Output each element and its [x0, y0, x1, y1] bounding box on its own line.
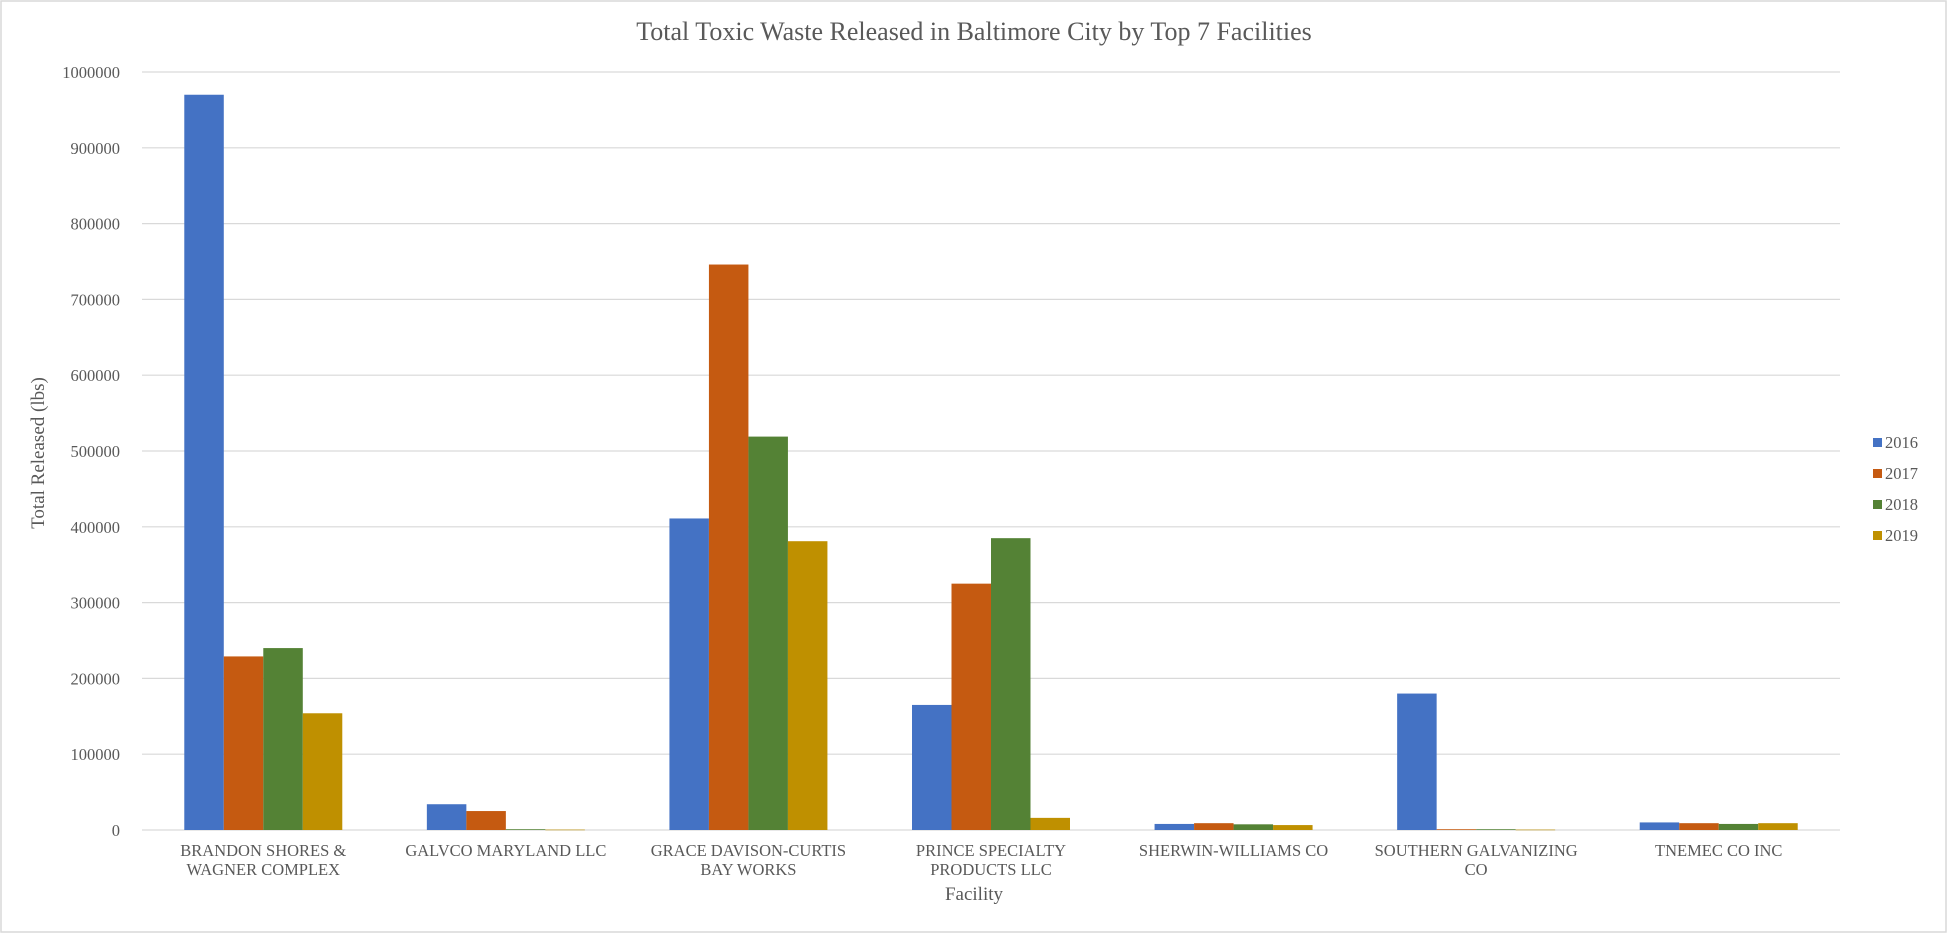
bar-2018-5 — [1476, 829, 1516, 830]
y-tick-label: 700000 — [71, 290, 121, 309]
x-category-line: SHERWIN-WILLIAMS CO — [1139, 841, 1328, 860]
bar-2017-2 — [708, 264, 749, 831]
y-tick-label: 300000 — [71, 594, 121, 613]
y-tick-label: 100000 — [71, 745, 121, 764]
bars — [184, 94, 1798, 831]
x-category-line: GALVCO MARYLAND LLC — [405, 841, 606, 860]
x-category-line: WAGNER COMPLEX — [187, 860, 341, 879]
x-category-label: PRINCE SPECIALTY PRODUCTS LLC — [916, 841, 1066, 879]
x-category-line: SOUTHERN GALVANIZING — [1375, 841, 1578, 860]
x-axis-categories: BRANDON SHORES & WAGNER COMPLEX GALVCO MAR… — [180, 841, 1782, 879]
bar-2019-3 — [1030, 817, 1070, 830]
x-category-line: GRACE DAVISON-CURTIS — [651, 841, 846, 860]
y-tick-label: 200000 — [71, 669, 121, 688]
x-category-label: GALVCO MARYLAND LLC — [405, 841, 606, 860]
bar-2019-4 — [1273, 825, 1313, 830]
y-tick-label: 500000 — [71, 442, 121, 461]
legend-swatch-2018 — [1873, 500, 1882, 509]
bar-2016-0 — [184, 94, 224, 831]
legend-swatch-2017 — [1873, 469, 1882, 478]
x-category-label: TNEMEC CO INC — [1655, 841, 1782, 860]
bar-2016-6 — [1639, 822, 1680, 830]
legend-swatch-2019 — [1873, 531, 1882, 540]
bar-2017-0 — [223, 656, 264, 830]
bar-2019-6 — [1758, 823, 1798, 830]
legend-swatch-2016 — [1873, 438, 1882, 447]
y-tick-label: 0 — [112, 821, 120, 840]
bar-2016-3 — [912, 704, 952, 830]
bar-2016-2 — [669, 518, 709, 830]
x-category-line: BAY WORKS — [700, 860, 796, 879]
bar-2019-2 — [787, 541, 828, 830]
x-category-label: SHERWIN-WILLIAMS CO — [1139, 841, 1328, 860]
legend-label: 2016 — [1885, 433, 1918, 452]
x-category-line: PRODUCTS LLC — [930, 860, 1051, 879]
bar-2017-3 — [951, 583, 991, 830]
bar-2017-5 — [1436, 829, 1477, 830]
bar-2018-3 — [991, 538, 1031, 830]
bar-2018-4 — [1233, 824, 1274, 830]
bar-2018-6 — [1718, 823, 1759, 830]
chart-title: Total Toxic Waste Released in Baltimore … — [636, 17, 1312, 46]
bar-2018-0 — [263, 648, 303, 830]
y-tick-label: 400000 — [71, 518, 121, 537]
bar-2018-1 — [505, 829, 546, 830]
bar-2017-4 — [1194, 823, 1234, 830]
bar-2019-0 — [302, 713, 343, 830]
bar-2019-5 — [1515, 829, 1556, 831]
bar-2017-6 — [1679, 823, 1719, 830]
x-category-label: SOUTHERN GALVANIZING CO — [1375, 841, 1578, 879]
x-category-line: PRINCE SPECIALTY — [916, 841, 1066, 860]
bar-2016-4 — [1154, 823, 1195, 830]
bar-2018-2 — [748, 436, 788, 830]
x-category-line: CO — [1465, 860, 1488, 879]
x-axis-title: Facility — [945, 884, 1004, 905]
y-tick-label: 1000000 — [62, 63, 120, 82]
gridlines — [142, 71, 1840, 831]
bar-2016-1 — [426, 804, 467, 830]
bar-2019-1 — [545, 829, 585, 831]
legend: 2016 2017 2018 2019 — [1873, 433, 1918, 545]
y-axis-title: Total Released (lbs) — [28, 377, 49, 529]
legend-label: 2019 — [1885, 526, 1918, 545]
bar-2017-1 — [466, 811, 506, 830]
x-category-line: BRANDON SHORES & — [180, 841, 346, 860]
x-category-label: BRANDON SHORES & WAGNER COMPLEX — [180, 841, 346, 879]
x-category-line: TNEMEC CO INC — [1655, 841, 1782, 860]
legend-label: 2018 — [1885, 495, 1918, 514]
legend-label: 2017 — [1885, 464, 1918, 483]
y-tick-label: 900000 — [71, 139, 121, 158]
y-tick-label: 600000 — [71, 366, 121, 385]
y-tick-label: 800000 — [71, 215, 121, 234]
bar-2016-5 — [1397, 693, 1437, 830]
y-axis-ticks: 0 100000 200000 300000 400000 500000 600000 700… — [62, 63, 120, 840]
x-category-label: GRACE DAVISON-CURTIS BAY WORKS — [651, 841, 846, 879]
